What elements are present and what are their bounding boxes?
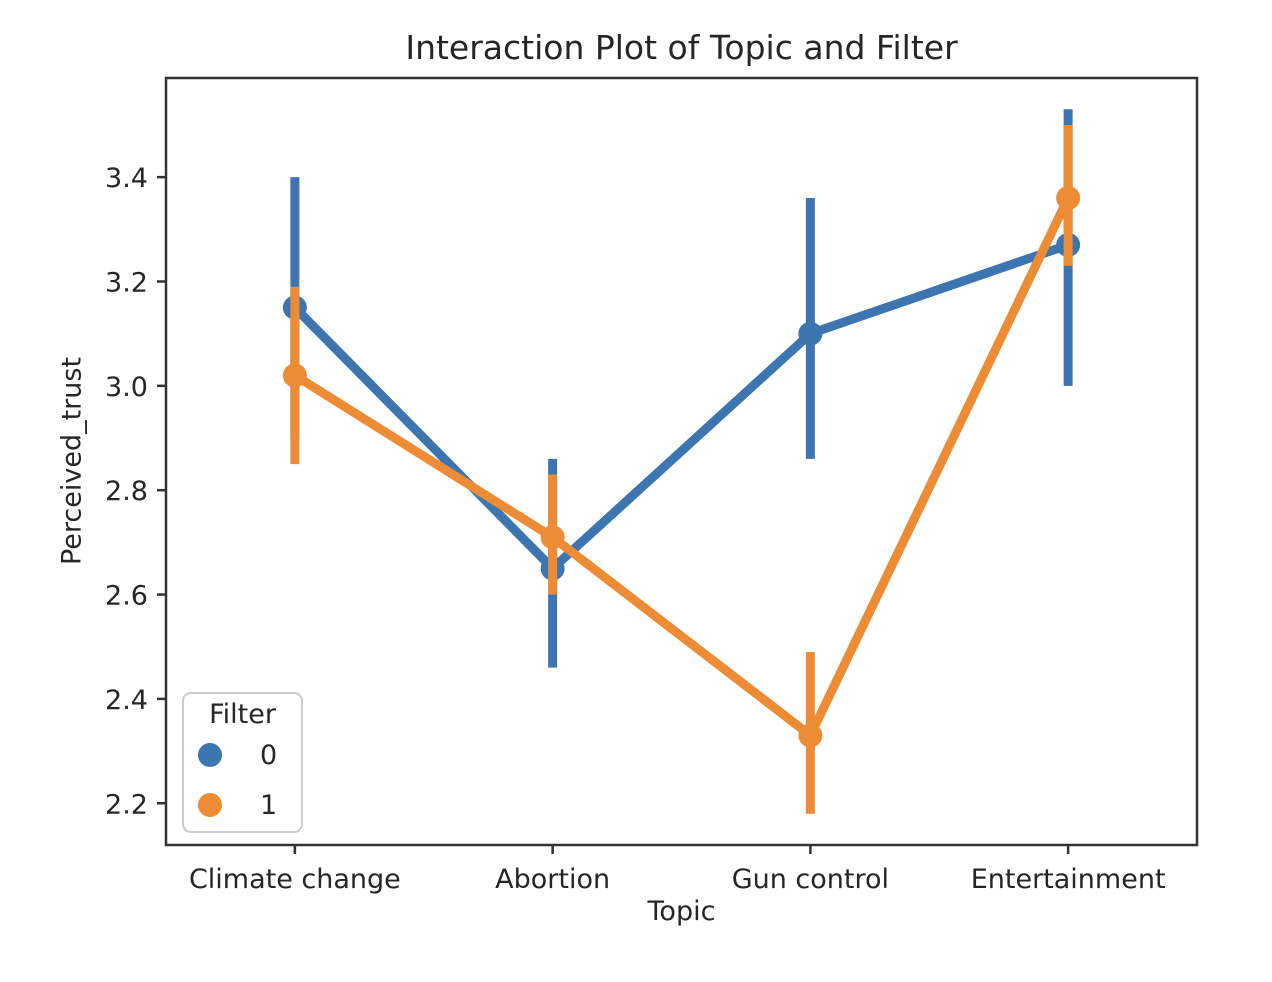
legend-marker-icon [198, 793, 222, 817]
y-tick-label: 2.4 [105, 685, 148, 716]
y-tick-label: 2.6 [105, 581, 148, 612]
marker-filter-1 [798, 723, 823, 748]
y-tick-label: 3.4 [105, 163, 148, 194]
legend-entry: 1 [198, 780, 287, 830]
y-tick-label: 2.2 [105, 789, 148, 820]
series-line-filter-1 [292, 196, 1073, 740]
series-line-filter-0 [291, 240, 1070, 573]
x-axis-label: Topic [647, 896, 716, 927]
marker-filter-1 [1056, 186, 1081, 211]
x-tick-label: Abortion [495, 864, 610, 895]
marker-filter-0 [798, 321, 823, 346]
legend-title: Filter [209, 699, 276, 730]
y-tick-label: 3.2 [105, 267, 148, 298]
legend-entry-label: 0 [260, 739, 278, 771]
axes-frame [164, 76, 1199, 847]
x-tick-label: Entertainment [971, 864, 1166, 895]
marker-filter-1 [540, 525, 565, 550]
x-tick-label: Climate change [189, 864, 401, 895]
y-tick-label: 2.8 [105, 476, 148, 507]
marker-filter-1 [282, 363, 307, 388]
y-axis-label: Perceived_trust [56, 356, 88, 566]
x-tick-label: Gun control [732, 864, 889, 895]
legend-entry: 0 [198, 730, 287, 780]
legend-entry-label: 1 [260, 789, 278, 821]
legend-marker-icon [198, 743, 222, 767]
chart-title: Interaction Plot of Topic and Filter [405, 28, 958, 67]
y-tick-label: 3.0 [105, 372, 148, 403]
